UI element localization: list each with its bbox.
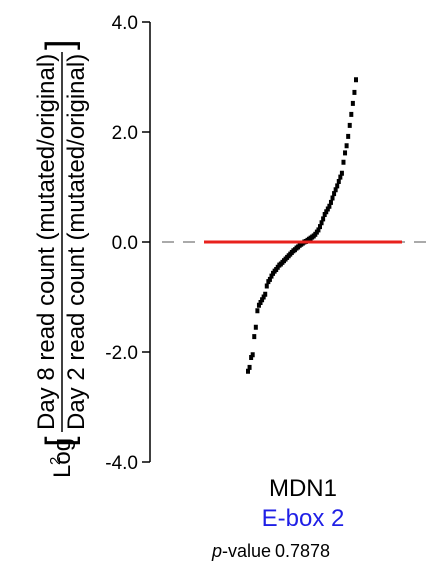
data-point (250, 352, 255, 358)
y-tick-label: 4.0 (112, 13, 138, 34)
data-point (267, 276, 272, 282)
y-label-bracket-right: ] (39, 39, 81, 50)
data-point (339, 170, 344, 176)
data-point (256, 302, 261, 308)
data-point (322, 212, 327, 217)
data-point (336, 179, 341, 184)
data-points (246, 77, 358, 374)
data-point (338, 174, 343, 180)
data-point (252, 334, 257, 340)
data-point (327, 203, 332, 209)
y-label-bracket-left: [ (39, 436, 81, 447)
y-label-subscript: 2 (47, 457, 64, 465)
data-point (328, 199, 333, 205)
data-point (321, 216, 326, 222)
pvalue-label: p-value (211, 541, 271, 561)
data-point (350, 100, 355, 106)
y-axis-ticks: 4.0 2.0 0.0 -2.0 -4.0 (105, 13, 150, 474)
data-point (319, 220, 324, 226)
data-point (352, 89, 357, 95)
data-point (246, 368, 250, 374)
data-point (332, 191, 337, 197)
data-point (349, 111, 354, 117)
pvalue-label-rest: -value (222, 541, 271, 561)
data-point (347, 122, 352, 128)
data-point (343, 150, 348, 156)
y-tick-label: -2.0 (105, 343, 138, 364)
y-tick-label: 0.0 (112, 233, 138, 254)
pvalue-label-italic: p (211, 541, 222, 561)
y-axis-label: [ Log 2 Day 8 read count (mutated/origin… (33, 39, 90, 478)
y-label-numerator: Day 8 read count (mutated/original) (33, 54, 60, 430)
pvalue-value: 0.7878 (275, 541, 330, 561)
data-point (335, 183, 340, 189)
data-point (247, 364, 252, 370)
data-point (344, 143, 349, 149)
data-point (258, 300, 263, 305)
y-label-denominator: Day 2 read count (mutated/original) (63, 54, 90, 430)
data-point (346, 133, 351, 139)
data-point (264, 283, 269, 289)
data-point (261, 294, 266, 300)
data-point (269, 273, 274, 279)
data-point (325, 206, 330, 212)
y-tick-label: -4.0 (105, 453, 138, 474)
element-label: E-box 2 (262, 505, 345, 532)
y-label-prefix: Log (49, 438, 76, 478)
data-point (318, 224, 322, 230)
category-label: MDN1 (269, 475, 337, 502)
data-point (333, 187, 338, 193)
y-tick-label: 2.0 (112, 123, 138, 144)
data-point (263, 291, 268, 297)
data-point (324, 209, 329, 215)
data-point (316, 227, 321, 233)
data-point (330, 195, 335, 201)
data-point (255, 308, 260, 314)
data-point (249, 355, 254, 360)
data-point (253, 324, 258, 330)
data-point (260, 297, 265, 303)
data-point (354, 77, 358, 83)
data-point (341, 159, 346, 165)
